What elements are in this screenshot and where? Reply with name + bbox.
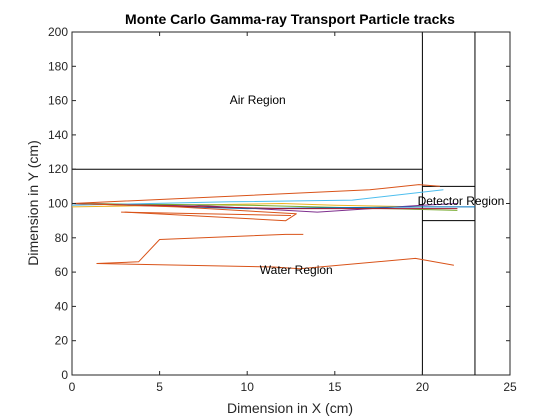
x-tick-label: 5 <box>156 380 163 394</box>
x-axis-ticks: 0 5 10 15 20 25 <box>69 32 517 394</box>
region-annotation: Detector Region <box>418 194 505 208</box>
x-tick-label: 25 <box>503 380 517 394</box>
region-boundaries <box>72 32 476 375</box>
region-annotations: Air Region Water Region Detector Region <box>230 93 505 277</box>
particle-tracks <box>71 184 475 270</box>
particle-track-line <box>71 189 444 206</box>
particle-track-line <box>71 184 440 204</box>
y-tick-label: 200 <box>48 25 68 39</box>
x-tick-label: 20 <box>416 380 430 394</box>
y-tick-label: 100 <box>48 197 68 211</box>
y-tick-label: 140 <box>48 128 68 142</box>
y-axis-label: Dimension in Y (cm) <box>25 140 41 266</box>
y-tick-label: 160 <box>48 94 68 108</box>
x-tick-label: 10 <box>241 380 255 394</box>
y-tick-label: 60 <box>55 265 69 279</box>
y-tick-label: 0 <box>61 368 68 382</box>
x-tick-label: 15 <box>328 380 342 394</box>
region-annotation: Air Region <box>230 93 286 107</box>
particle-track-line <box>96 257 454 270</box>
particle-track-line <box>71 203 297 222</box>
particle-track-line <box>71 203 458 211</box>
y-axis-ticks: 0 20 40 60 80 100 120 140 160 180 200 <box>48 25 510 382</box>
region-annotation: Water Region <box>260 263 333 277</box>
x-tick-label: 0 <box>69 380 76 394</box>
x-axis-label: Dimension in X (cm) <box>227 400 353 416</box>
y-tick-label: 120 <box>48 162 68 176</box>
particle-track-line <box>121 211 292 216</box>
y-tick-label: 40 <box>55 299 69 313</box>
chart-title: Monte Carlo Gamma-ray Transport Particle… <box>125 11 455 27</box>
y-tick-label: 80 <box>55 231 69 245</box>
y-tick-label: 20 <box>55 334 69 348</box>
particle-track-line <box>96 233 304 264</box>
particle-track-line <box>71 203 458 210</box>
y-tick-label: 180 <box>48 59 68 73</box>
